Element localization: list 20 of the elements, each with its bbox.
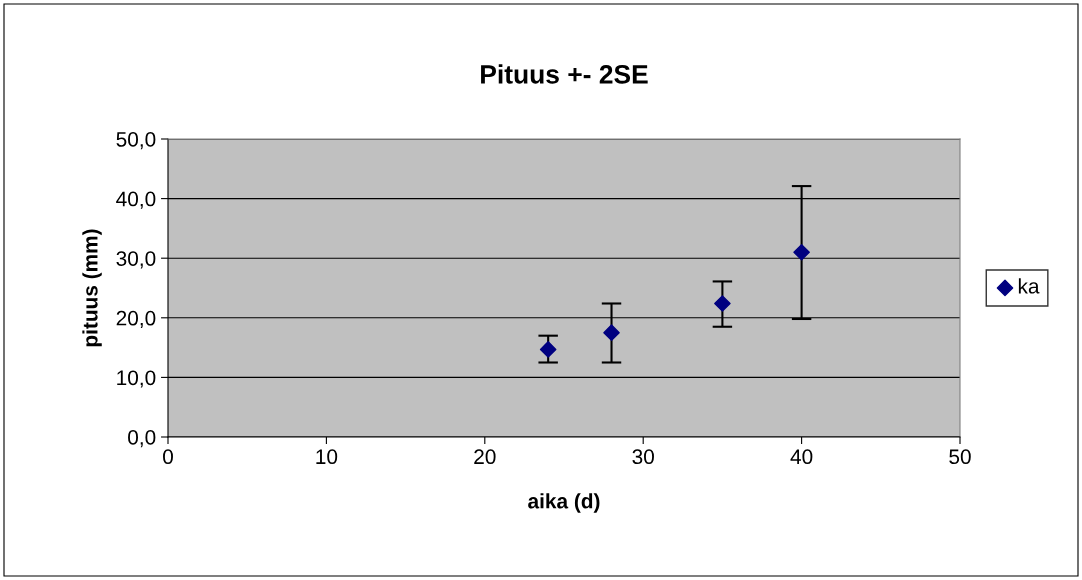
x-tick-label: 40 (790, 449, 813, 465)
x-tick-label: 30 (632, 449, 654, 465)
x-tick-label: 20 (474, 449, 496, 465)
y-tick-label: 50,0 (116, 132, 156, 150)
y-axis-title: pituus (mm) (82, 229, 102, 347)
y-tick-label: 20,0 (116, 310, 156, 329)
point (714, 295, 731, 312)
y-tick-label: 10,0 (117, 370, 156, 388)
x-tick-label: 10 (316, 449, 338, 465)
x-tick-label: 0 (163, 449, 173, 465)
chart-title: Pituus +- 2SE (481, 64, 648, 84)
point (539, 341, 557, 358)
y-tick-label: 40,0 (116, 191, 156, 209)
x-tick-label: 50 (949, 449, 971, 465)
y-tick-label: 30,0 (116, 251, 156, 269)
legend-label: ka (1018, 278, 1040, 294)
point (603, 324, 620, 342)
point (793, 243, 810, 261)
y-tick-label: 0,0 (128, 430, 156, 448)
x-axis-title: aika (d) (528, 493, 600, 513)
